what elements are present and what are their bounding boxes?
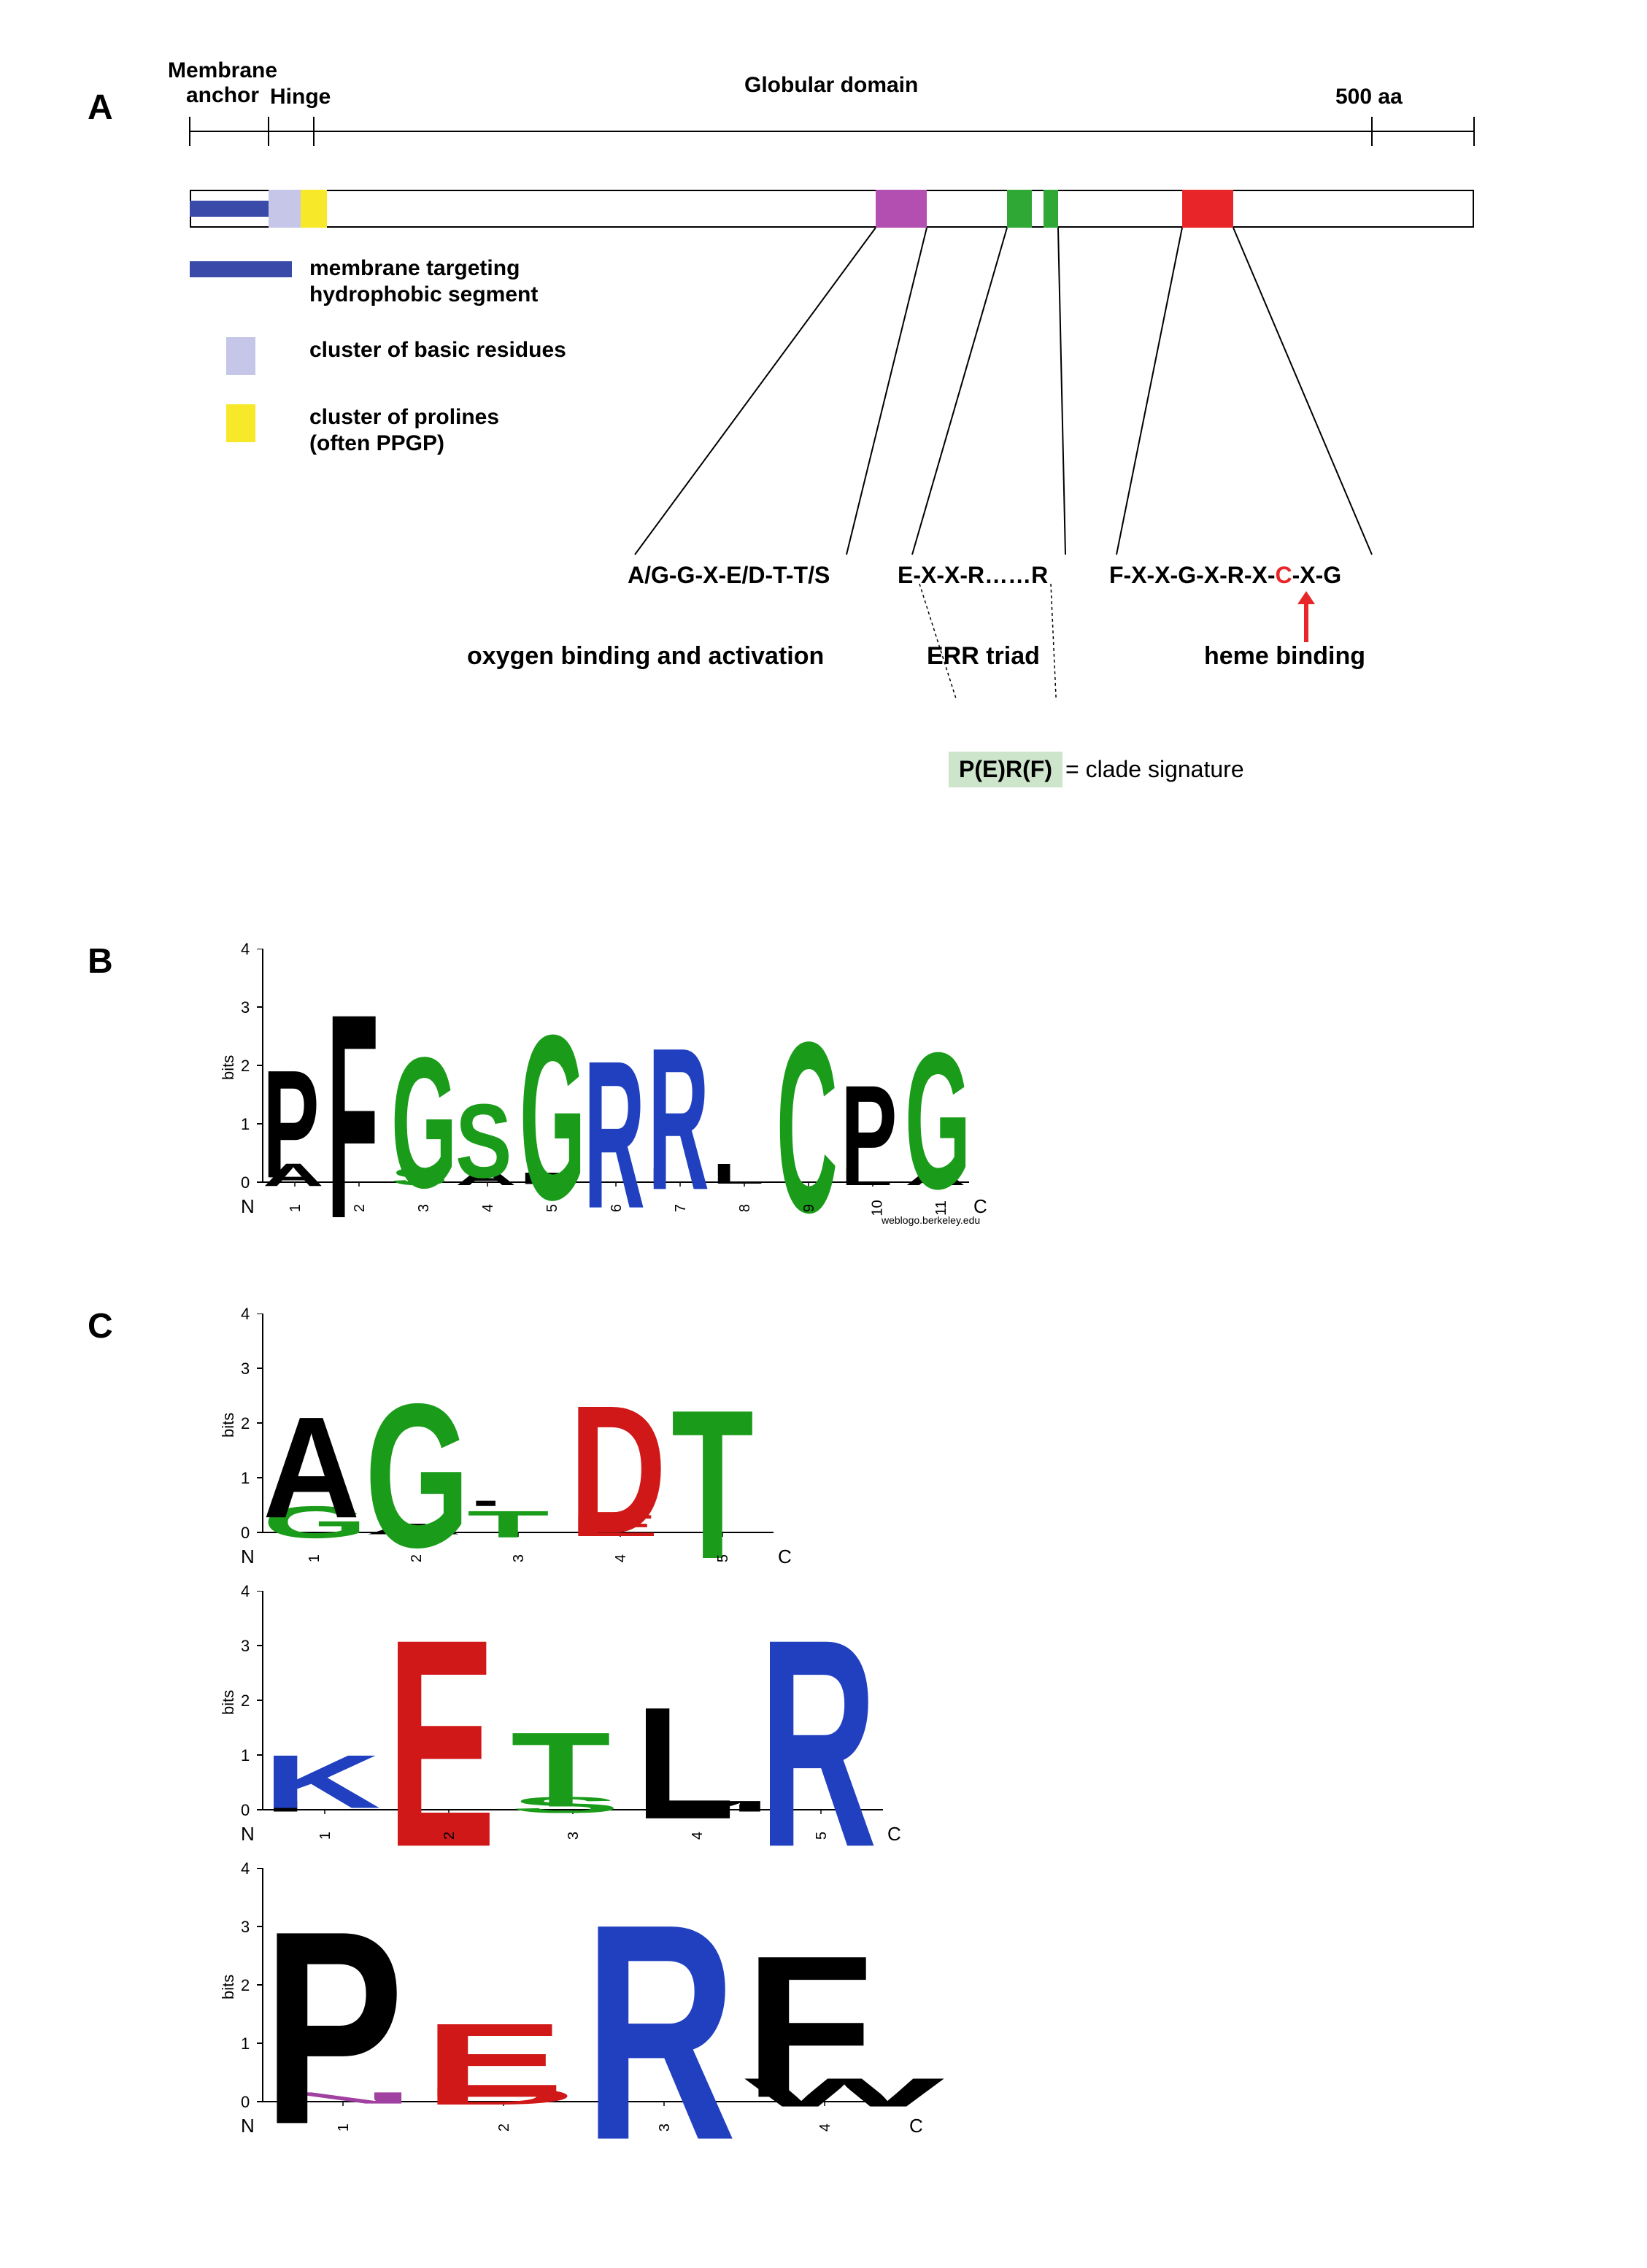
position-label: 3 [511, 1554, 528, 1562]
motif-oxygen-seq: A/G-G-X-E/D-T-T/S [628, 562, 830, 589]
position-label: 2 [352, 1204, 369, 1212]
logo-letter: S [455, 1089, 512, 1194]
n-terminus-label: N [241, 1823, 255, 1845]
c-terminus-label: C [778, 1546, 792, 1568]
logo-letter: I [467, 1500, 504, 1507]
position-label: 8 [737, 1204, 754, 1212]
logo-letter: G [365, 1374, 470, 1579]
heme-c-arrow-icon [1292, 591, 1321, 642]
position-label: 1 [317, 1832, 334, 1840]
logo-letter: G [391, 1030, 457, 1217]
position-label: 2 [441, 1832, 458, 1840]
position-label: 1 [306, 1554, 323, 1562]
logo-letter: T [671, 1379, 754, 1592]
logo-letter: G [905, 1025, 971, 1219]
bits-axis-label: bits [219, 1055, 238, 1080]
logo-letter: K [263, 1744, 381, 1820]
logo-letter: C [776, 1007, 838, 1250]
panel-b: B 01234bitsNCAP1F2SG3AS4PG5R6IR7LI8C9LP1… [88, 934, 1559, 1284]
logo-letter: P [841, 1065, 897, 1203]
motif-heme-seq: F-X-X-G-X-R-X-C-X-G [1109, 562, 1341, 589]
position-label: 2 [409, 1554, 425, 1562]
bits-axis-label: bits [219, 1413, 238, 1438]
c-terminus-label: C [909, 2115, 923, 2137]
position-label: 5 [715, 1554, 732, 1562]
logo-letter: E [387, 1597, 496, 1893]
position-label: 4 [690, 1832, 706, 1840]
motif-err-seq: E-X-X-R……R [898, 562, 1048, 589]
position-label: 1 [288, 1204, 304, 1212]
position-label: 5 [814, 1832, 830, 1840]
logo-letter: R [584, 1880, 737, 2188]
logo-letter: L [635, 1684, 735, 1844]
logo-letter: F [327, 972, 379, 1264]
position-label: 7 [673, 1204, 690, 1212]
position-label: 3 [566, 1832, 582, 1840]
n-terminus-label: N [241, 1195, 255, 1218]
clade-signature-box: P(E)R(F) [949, 752, 1062, 787]
logo-letter: R [648, 1019, 709, 1222]
position-label: 6 [609, 1204, 625, 1212]
position-label: 5 [544, 1204, 561, 1212]
weblogo-watermark: weblogo.berkeley.edu [882, 1214, 980, 1226]
panel-b-label: B [88, 941, 113, 981]
panel-c: C 01234bitsNCGA1AG2TI3ED4T5 01234bitsNCI… [88, 1299, 1559, 2175]
n-terminus-label: N [241, 2115, 255, 2137]
c-terminus-label: C [887, 1823, 901, 1845]
position-label: 11 [933, 1200, 950, 1216]
clade-signature-eq: = clade signature [1065, 756, 1244, 783]
bits-axis-label: bits [219, 1975, 238, 1999]
position-label: 4 [817, 2124, 834, 2132]
position-label: 4 [613, 1554, 630, 1562]
motif-err-desc: ERR triad [927, 642, 1040, 671]
position-label: 9 [801, 1204, 818, 1212]
logo-letter: R [759, 1597, 877, 1893]
bits-axis-label: bits [219, 1690, 238, 1715]
callout-svg [88, 44, 1547, 701]
logo-letter: E [423, 2008, 565, 2113]
logo-letter: P [263, 1891, 404, 2167]
logo-letter: G [520, 1001, 585, 1236]
logo-letter: T [467, 1505, 549, 1543]
motif-heme-desc: heme binding [1204, 642, 1365, 671]
logo-letter: F [744, 1926, 873, 2129]
logo-letter: P [263, 1048, 319, 1202]
position-label: 2 [496, 2124, 513, 2132]
logo-letter: D [569, 1379, 666, 1562]
position-label: 3 [657, 2124, 674, 2132]
position-label: 1 [336, 2124, 352, 2132]
position-label: 3 [416, 1204, 433, 1212]
panel-c-label: C [88, 1306, 113, 1346]
panel-a: A Membraneanchor Hinge Globular domain 5… [88, 44, 1559, 905]
n-terminus-label: N [241, 1546, 255, 1568]
position-label: 4 [480, 1204, 497, 1212]
logo-letter: I [712, 1162, 736, 1178]
logo-letter: T [511, 1717, 611, 1824]
logo-letter: A [263, 1396, 360, 1540]
motif-oxygen-desc: oxygen binding and activation [467, 642, 824, 671]
